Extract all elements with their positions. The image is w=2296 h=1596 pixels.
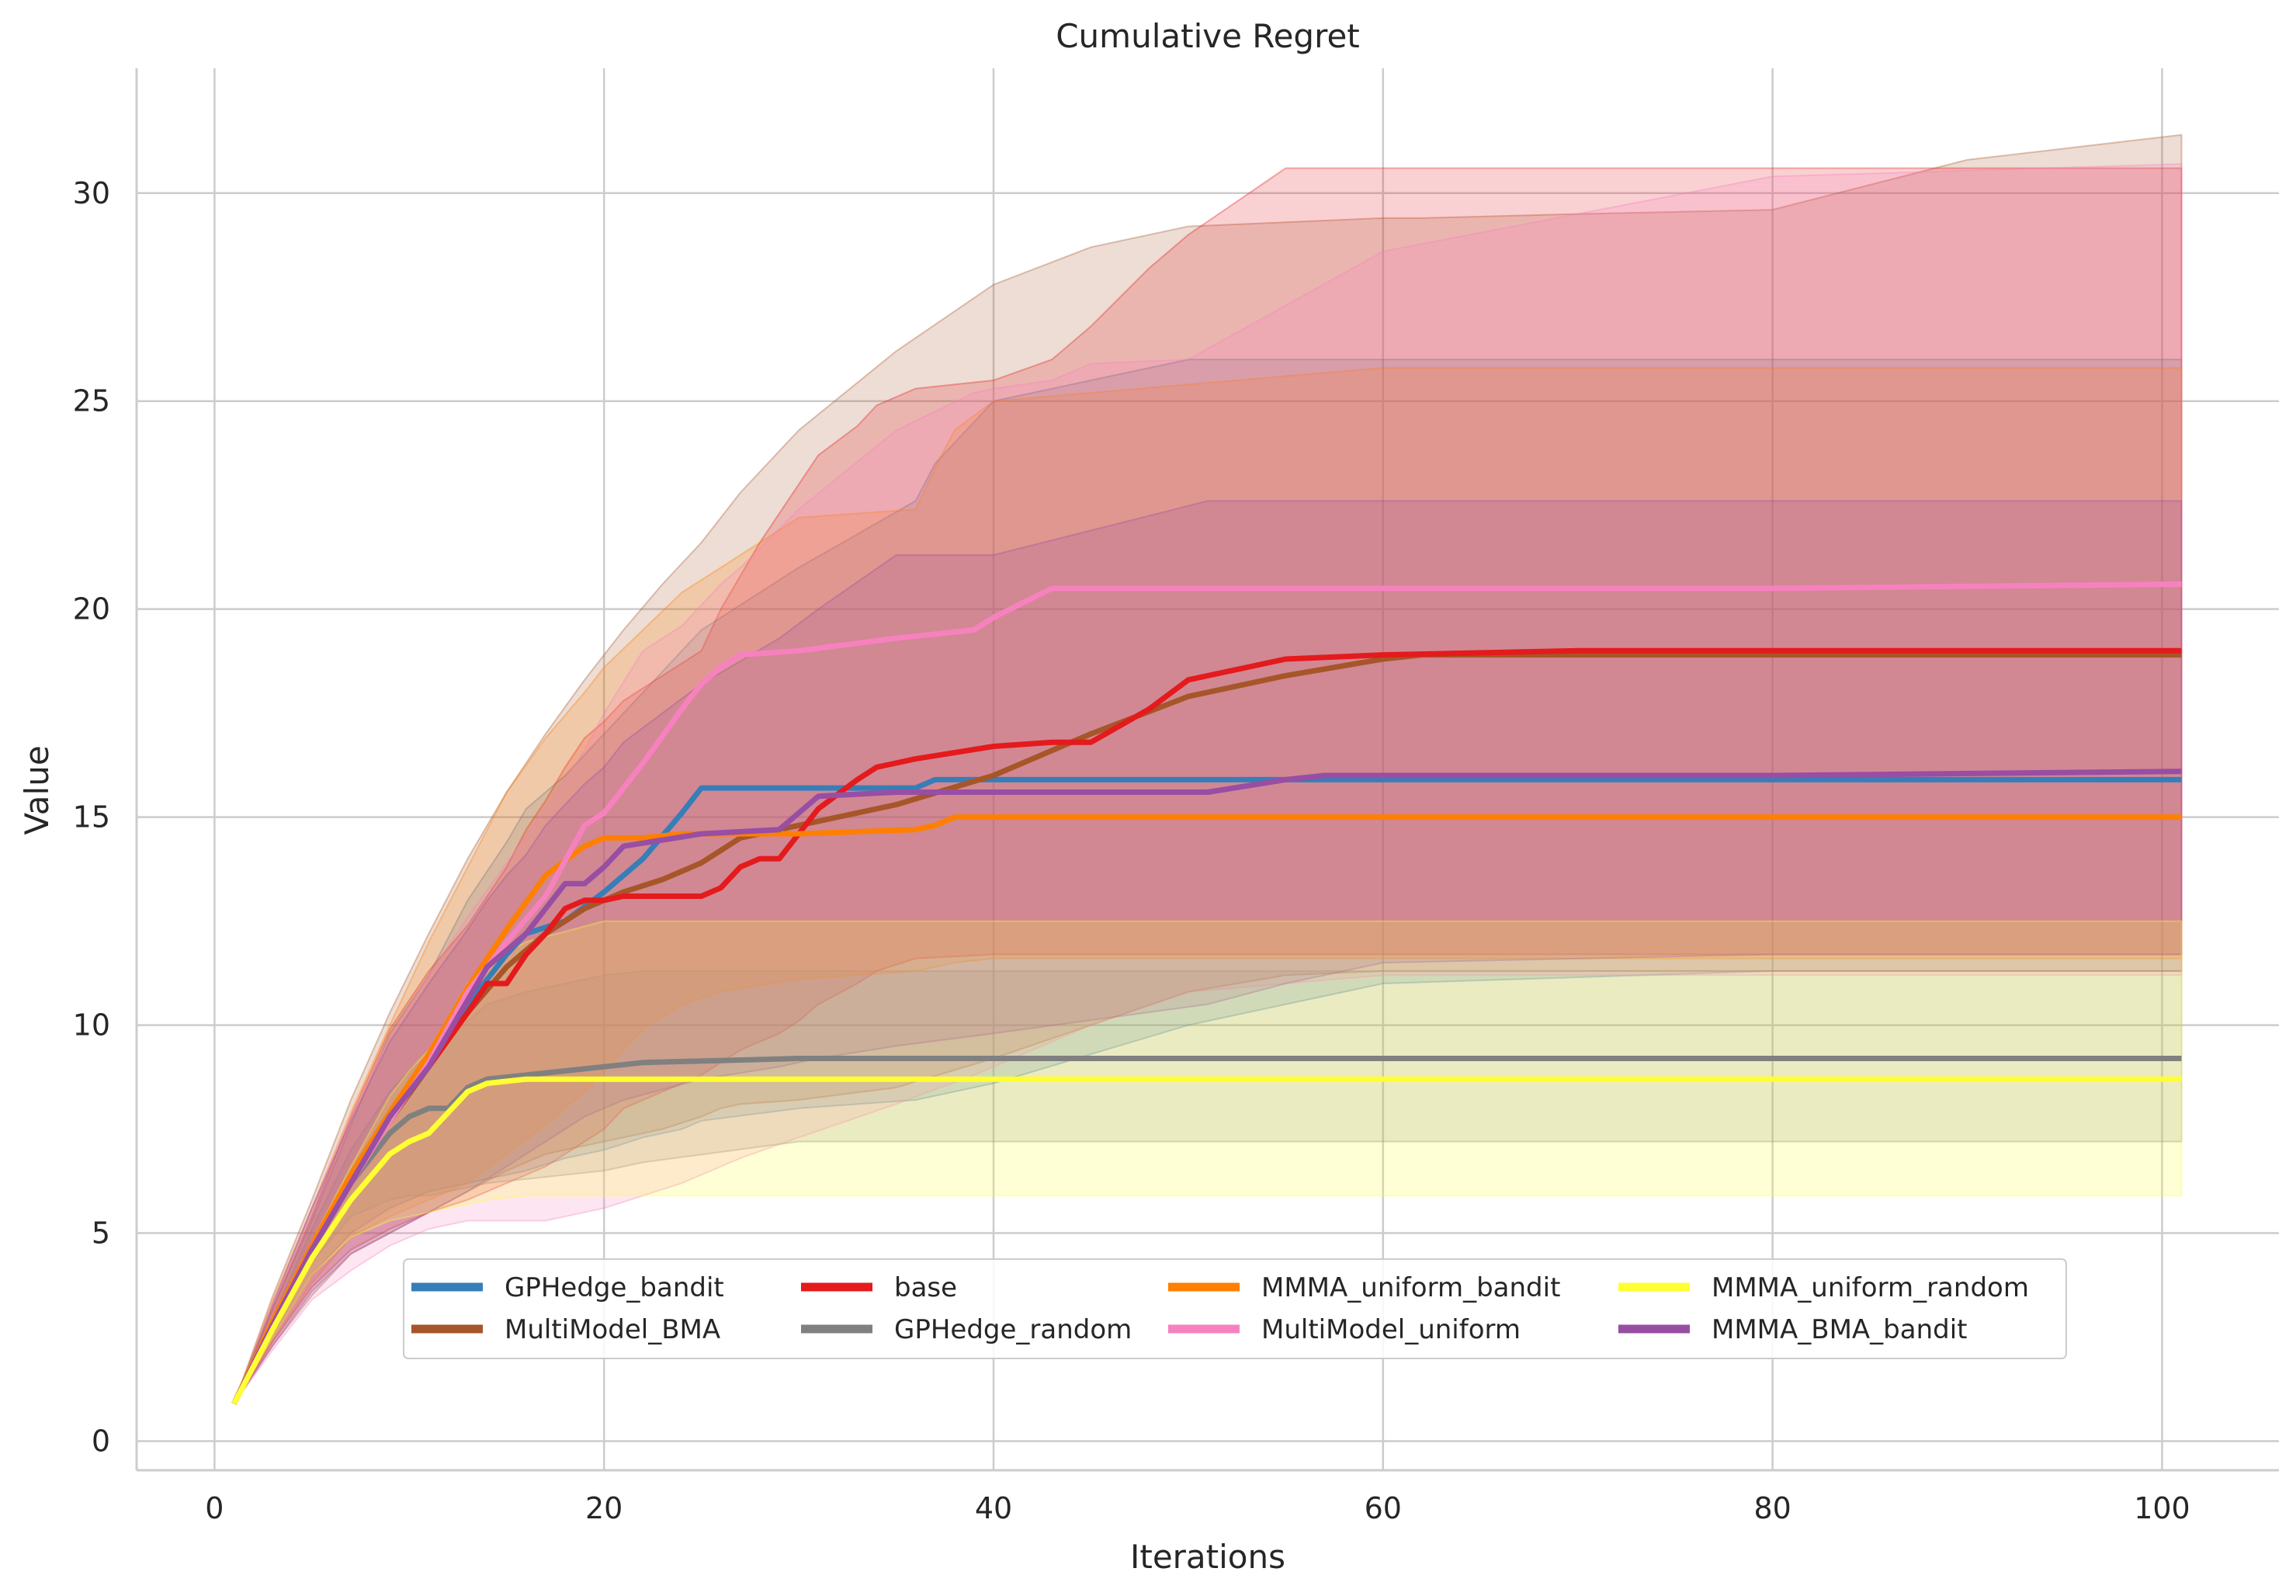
y-axis-label: Value xyxy=(18,745,56,834)
legend-label-GPHedge_random: GPHedge_random xyxy=(894,1314,1132,1345)
line-MMMA_BMA_bandit xyxy=(231,769,2182,1405)
legend-label-MultiModel_uniform: MultiModel_uniform xyxy=(1261,1314,1521,1345)
legend-label-base: base xyxy=(894,1272,957,1303)
x-tick-label: 20 xyxy=(585,1491,623,1525)
chart-title: Cumulative Regret xyxy=(1056,17,1360,55)
legend-label-GPHedge_bandit: GPHedge_bandit xyxy=(505,1272,724,1303)
legend-label-MMMA_uniform_bandit: MMMA_uniform_bandit xyxy=(1261,1272,1560,1303)
line-MMMA_uniform_random xyxy=(231,1076,2182,1405)
y-tick-label: 5 xyxy=(92,1216,110,1251)
line-base xyxy=(231,647,2182,1405)
x-tick-label: 60 xyxy=(1365,1491,1402,1525)
x-tick-labels: 0 20 40 60 80 100 xyxy=(205,1491,2190,1525)
band-MultiModel_BMA xyxy=(233,134,2183,1404)
y-tick-label: 25 xyxy=(73,384,110,418)
band-base xyxy=(233,167,2183,1404)
legend: GPHedge_bandit base MMMA_uniform_bandit MMM… xyxy=(403,1258,2067,1359)
band-MMMA_uniform_bandit xyxy=(233,366,2183,1404)
confidence-bands xyxy=(233,134,2183,1404)
x-tick-label: 0 xyxy=(205,1491,224,1525)
y-tick-label: 10 xyxy=(73,1008,110,1043)
legend-label-MultiModel_BMA: MultiModel_BMA xyxy=(505,1314,720,1345)
axes xyxy=(135,68,2279,1472)
legend-label-MMMA_uniform_random: MMMA_uniform_random xyxy=(1712,1272,2029,1303)
y-tick-label: 0 xyxy=(92,1424,110,1458)
band-MultiModel_uniform xyxy=(233,163,2183,1404)
y-tick-label: 20 xyxy=(73,592,110,626)
band-MMMA_BMA_bandit xyxy=(233,500,2183,1404)
series-lines xyxy=(231,581,2182,1405)
x-tick-label: 80 xyxy=(1753,1491,1791,1525)
x-axis-label: Iterations xyxy=(1130,1538,1285,1576)
y-tick-label: 30 xyxy=(73,176,110,210)
x-tick-label: 40 xyxy=(975,1491,1012,1525)
line-MMMA_uniform_bandit xyxy=(231,814,2182,1405)
y-tick-label: 15 xyxy=(73,800,110,834)
x-tick-label: 100 xyxy=(2134,1491,2190,1525)
y-tick-labels: 0 5 10 15 20 25 30 xyxy=(73,176,110,1459)
legend-label-MMMA_BMA_bandit: MMMA_BMA_bandit xyxy=(1712,1314,1968,1345)
band-GPHedge_bandit xyxy=(233,359,2183,1404)
